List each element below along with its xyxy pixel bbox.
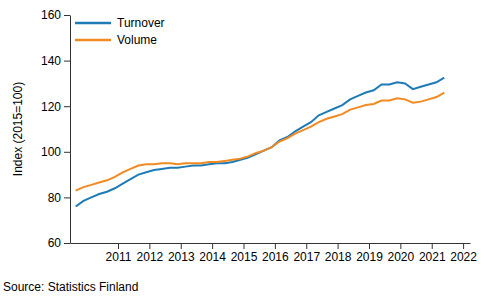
x-tick-mark — [118, 243, 119, 249]
x-tick: 2012 — [137, 243, 164, 264]
x-tick-mark — [338, 243, 339, 249]
y-axis-title: Index (2015=100) — [11, 82, 25, 176]
x-tick: 2014 — [199, 243, 226, 264]
x-tick: 2015 — [231, 243, 258, 264]
y-tick-mark — [64, 197, 70, 198]
y-tick-mark — [64, 61, 70, 62]
x-tick-mark — [432, 243, 433, 249]
y-tick-mark — [64, 152, 70, 153]
x-tick: 2013 — [168, 243, 195, 264]
x-tick: 2017 — [293, 243, 320, 264]
x-tick: 2018 — [325, 243, 352, 264]
x-tick-label: 2013 — [168, 250, 195, 264]
y-tick-label: 80 — [48, 191, 62, 205]
x-axis-line — [71, 243, 471, 244]
y-axis: 60 80 100 120 140 160 — [41, 8, 71, 250]
x-tick-mark — [212, 243, 213, 249]
y-tick: 160 — [41, 8, 70, 22]
x-tick-label: 2020 — [388, 250, 415, 264]
x-tick-mark — [243, 243, 244, 249]
y-tick-label: 160 — [41, 8, 61, 22]
y-tick-label: 120 — [41, 100, 61, 114]
x-tick-label: 2017 — [293, 250, 320, 264]
x-tick-label: 2022 — [450, 250, 477, 264]
x-axis: 2011 2012 2013 2014 2015 2016 2017 2018 2019 2020… — [71, 243, 478, 264]
y-tick-label: 60 — [48, 236, 62, 250]
y-tick: 100 — [41, 145, 70, 159]
y-tick-label: 100 — [41, 145, 61, 159]
y-tick-mark — [64, 243, 70, 244]
x-tick-label: 2021 — [419, 250, 446, 264]
y-tick: 60 — [48, 236, 70, 250]
x-tick-label: 2012 — [137, 250, 164, 264]
x-tick-mark — [463, 243, 464, 249]
line-series — [76, 93, 445, 191]
x-tick-label: 2018 — [325, 250, 352, 264]
y-tick-mark — [64, 106, 70, 107]
legend-swatch — [75, 39, 111, 42]
y-axis-line — [70, 16, 71, 244]
x-tick-mark — [306, 243, 307, 249]
legend: Turnover Volume — [75, 16, 165, 47]
x-tick-label: 2011 — [106, 250, 132, 264]
legend-label: Volume — [117, 33, 157, 47]
x-tick-mark — [369, 243, 370, 249]
x-tick-mark — [181, 243, 182, 249]
y-tick-label: 140 — [41, 54, 61, 68]
x-tick-label: 2016 — [262, 250, 289, 264]
x-tick-label: 2015 — [231, 250, 258, 264]
x-tick: 2021 — [419, 243, 446, 264]
y-tick-mark — [64, 15, 70, 16]
x-tick: 2020 — [388, 243, 415, 264]
source-note: Source: Statistics Finland — [3, 280, 138, 294]
line-series — [76, 78, 445, 207]
x-tick-mark — [400, 243, 401, 249]
x-tick-label: 2019 — [356, 250, 383, 264]
legend-label: Turnover — [117, 16, 165, 30]
y-tick: 120 — [41, 100, 70, 114]
plot: 60 80 100 120 140 160 2011 2012 2013 2014 2015 2016… — [41, 8, 477, 263]
legend-swatch — [75, 22, 111, 25]
x-tick-mark — [275, 243, 276, 249]
chart: 60 80 100 120 140 160 2011 2012 2013 2014 2015 2016… — [0, 0, 493, 304]
y-tick: 140 — [41, 54, 70, 68]
x-tick: 2019 — [356, 243, 383, 264]
x-tick: 2011 — [106, 243, 132, 264]
y-tick: 80 — [48, 191, 70, 205]
x-tick-label: 2014 — [199, 250, 226, 264]
x-tick-mark — [149, 243, 150, 249]
x-tick: 2022 — [450, 243, 477, 264]
x-tick: 2016 — [262, 243, 289, 264]
lines — [76, 78, 445, 207]
